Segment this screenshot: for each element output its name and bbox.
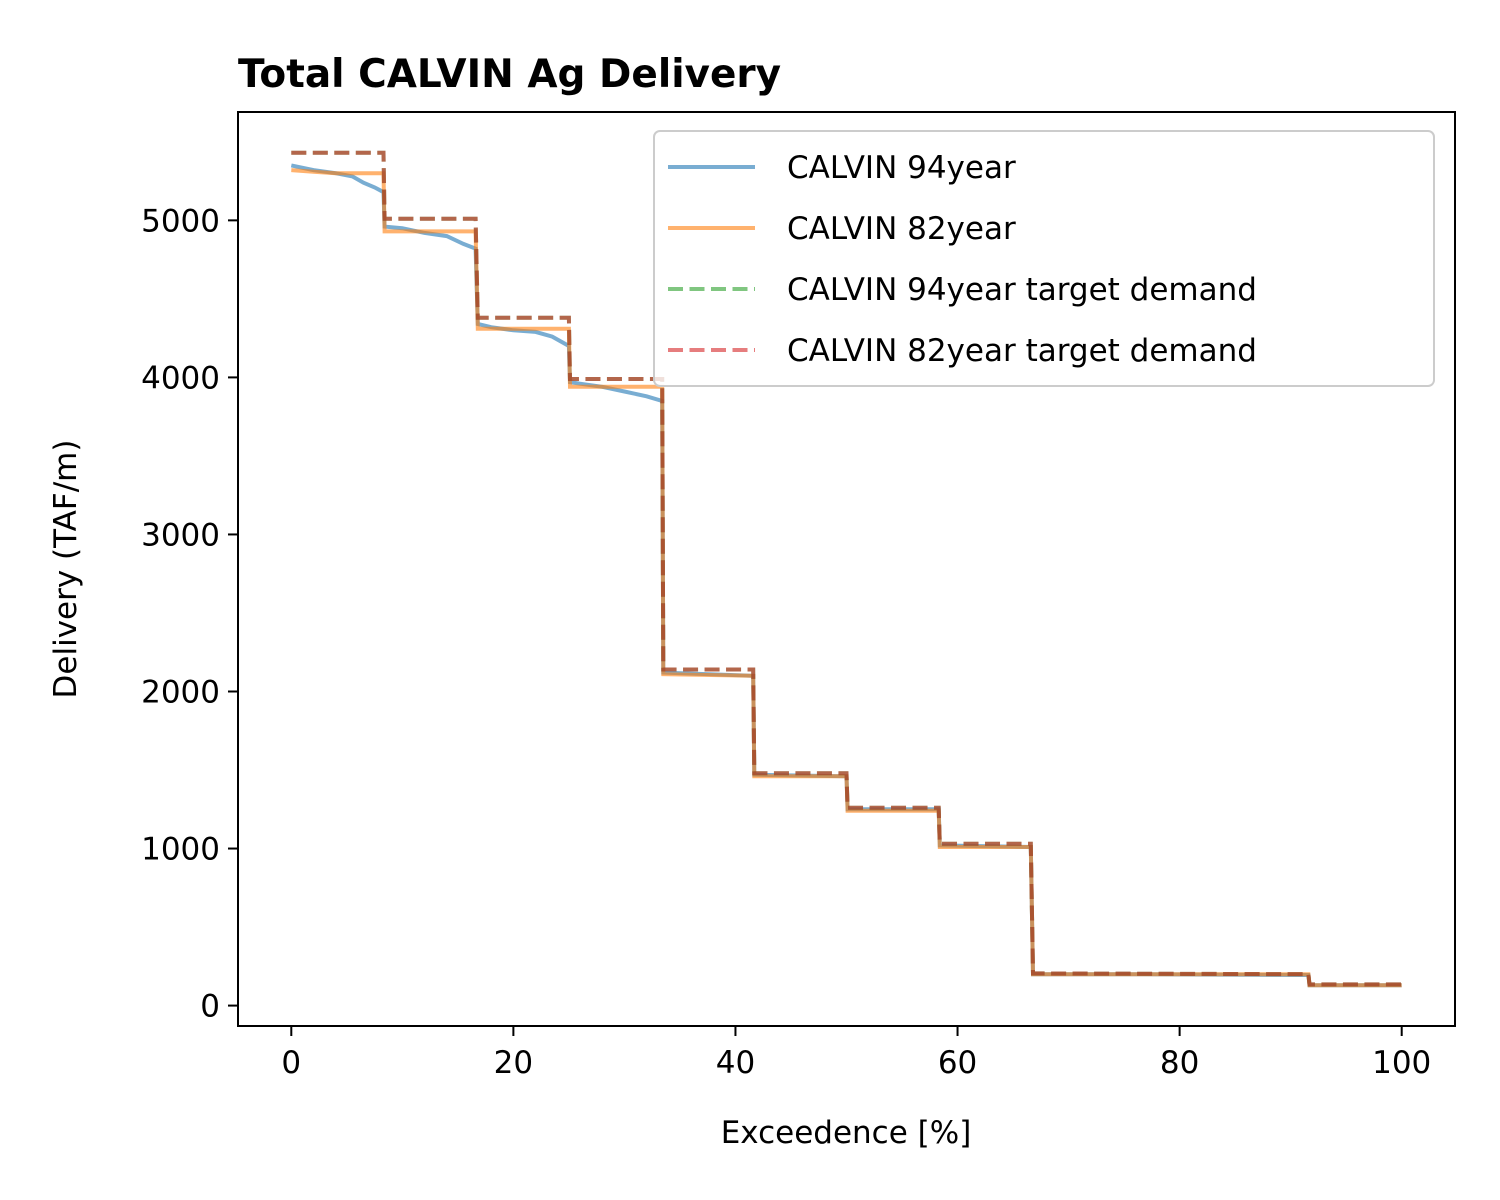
x-axis-label: Exceedence [%] (721, 1115, 972, 1151)
legend: CALVIN 94year CALVIN 82year CALVIN 94year … (653, 130, 1435, 387)
legend-box (653, 130, 1435, 387)
x-tick-label: 0 (281, 1045, 301, 1081)
y-tick-label: 5000 (141, 203, 220, 239)
x-tick-label: 60 (938, 1045, 977, 1081)
series-layer (290, 150, 1402, 988)
series-line-calvin-82year (291, 168, 1402, 988)
y-axis: 0 1000 2000 3000 4000 5000 (141, 203, 238, 1025)
y-tick-label: 0 (200, 989, 220, 1025)
legend-label: CALVIN 82year target demand (787, 333, 1257, 369)
legend-label: CALVIN 94year (787, 150, 1016, 186)
plot-frame (237, 111, 1456, 1027)
x-axis: 0 20 40 60 80 100 (281, 1026, 1431, 1081)
legend-label: CALVIN 82year (787, 211, 1016, 247)
y-axis-label: Delivery (TAF/m) (48, 440, 84, 699)
x-tick-label: 40 (716, 1045, 755, 1081)
series-line-calvin-82year-target-demand (291, 150, 1402, 987)
x-tick-label: 80 (1160, 1045, 1199, 1081)
x-tick-label: 20 (494, 1045, 533, 1081)
y-tick-label: 1000 (141, 832, 220, 868)
y-tick-label: 4000 (141, 360, 220, 396)
legend-label: CALVIN 94year target demand (787, 272, 1257, 308)
x-tick-label: 100 (1372, 1045, 1431, 1081)
y-tick-label: 3000 (141, 517, 220, 553)
y-tick-label: 2000 (141, 674, 220, 710)
chart-title: Total CALVIN Ag Delivery (238, 52, 781, 97)
